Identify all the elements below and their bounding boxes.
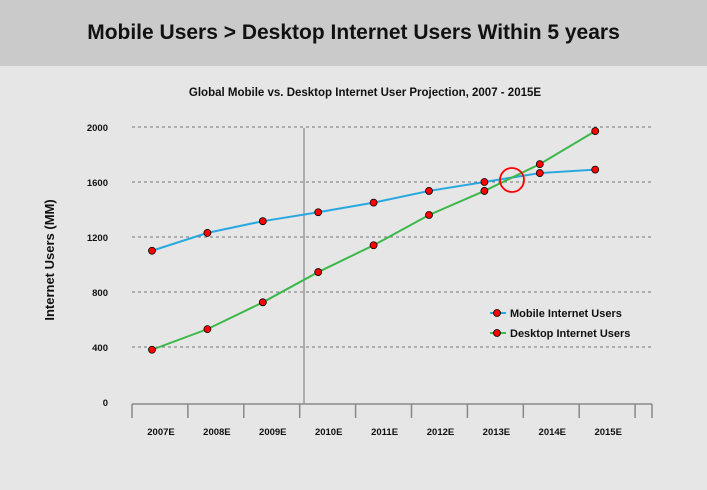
- banner-title: Mobile Users > Desktop Internet Users Wi…: [0, 0, 707, 66]
- data-point: [148, 246, 156, 255]
- data-point: [425, 187, 433, 195]
- legend-label: Desktop Internet Users: [510, 328, 630, 340]
- data-point: [258, 217, 267, 226]
- data-point: [203, 325, 212, 334]
- data-point: [591, 127, 600, 136]
- legend-label: Mobile Internet Users: [510, 308, 622, 320]
- data-point: [535, 169, 544, 177]
- x-tick-label: 2008E: [203, 427, 230, 438]
- y-axis-label: Internet Users (MM): [42, 199, 57, 320]
- x-tick-label: 2011E: [371, 427, 398, 438]
- x-tick-label: 2012E: [427, 427, 454, 438]
- data-point: [369, 198, 378, 207]
- data-point: [203, 228, 212, 237]
- data-point: [314, 268, 323, 276]
- data-point: [591, 165, 600, 174]
- y-tick-label: 0: [103, 398, 108, 409]
- data-point: [480, 187, 489, 195]
- data-point: [148, 345, 156, 354]
- chart-title: Global Mobile vs. Desktop Internet User …: [189, 87, 541, 99]
- data-point: [314, 208, 323, 217]
- x-tick-label: 2009E: [259, 427, 286, 438]
- y-tick-label: 1200: [87, 233, 108, 244]
- data-point: [258, 298, 267, 307]
- x-tick-label: 2007E: [147, 427, 174, 438]
- data-point: [369, 241, 378, 250]
- x-tick-label: 2014E: [539, 427, 566, 438]
- legend-marker: [493, 329, 501, 337]
- y-tick-label: 2000: [87, 123, 108, 134]
- x-tick-label: 2013E: [483, 427, 510, 438]
- data-point: [425, 211, 433, 219]
- legend-marker: [493, 309, 501, 317]
- data-point: [480, 178, 489, 186]
- x-tick-label: 2010E: [315, 427, 342, 438]
- data-point: [535, 160, 544, 169]
- x-tick-label: 2015E: [594, 427, 621, 438]
- crossover-highlight-circle: [499, 167, 525, 193]
- y-tick-label: 400: [92, 343, 108, 354]
- y-tick-label: 1600: [87, 178, 108, 189]
- y-tick-label: 800: [92, 288, 108, 299]
